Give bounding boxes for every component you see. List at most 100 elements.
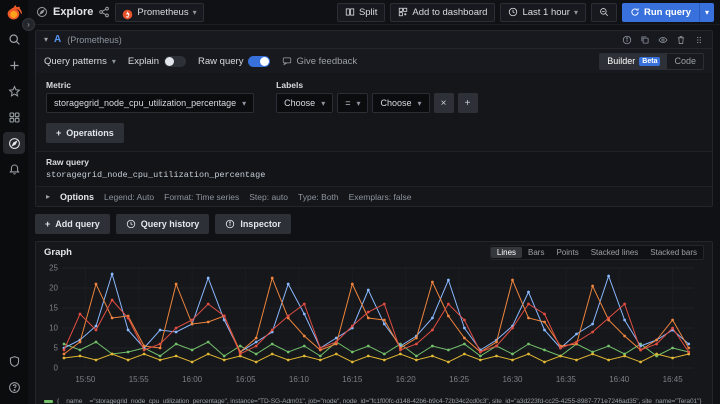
collapse-chevron-icon[interactable]: ▾ [44, 35, 49, 44]
options-legend: Legend: Auto [104, 191, 155, 202]
zoom-out-button[interactable] [591, 2, 617, 22]
admin-shield-icon[interactable] [3, 350, 25, 372]
chevron-down-icon: ▾ [321, 98, 326, 108]
apps-grid-icon[interactable] [3, 106, 25, 128]
split-button[interactable]: Split [336, 2, 386, 22]
prometheus-flame-icon [122, 7, 133, 19]
query-builder: Metric storagegrid_node_cpu_utilization_… [36, 73, 712, 151]
dashboards-star-icon[interactable] [3, 80, 25, 102]
run-query-button[interactable]: Run query ▾ [622, 2, 714, 22]
raw-query-toggle[interactable] [248, 55, 271, 67]
eye-icon[interactable] [658, 35, 668, 45]
datasource-name: Prometheus [137, 6, 189, 18]
svg-text:16:40: 16:40 [609, 375, 630, 384]
chevron-down-icon: ▾ [356, 98, 361, 108]
query-options-row: ▸ Options Legend: Auto Format: Time seri… [36, 186, 712, 206]
svg-text:16:35: 16:35 [556, 375, 577, 384]
info-icon[interactable] [622, 35, 632, 45]
chevron-down-icon: ▾ [417, 98, 422, 108]
svg-text:15:50: 15:50 [75, 375, 96, 384]
run-query-dropdown[interactable]: ▾ [698, 2, 714, 22]
info-icon [226, 219, 235, 229]
trash-icon[interactable] [676, 35, 686, 45]
add-label-button[interactable]: + [457, 93, 478, 113]
query-history-button[interactable]: Query history [115, 214, 210, 234]
mode-lines-button[interactable]: Lines [490, 246, 523, 258]
add-to-dashboard-button[interactable]: Add to dashboard [390, 2, 496, 22]
svg-text:16:15: 16:15 [342, 375, 363, 384]
code-mode-button[interactable]: Code [674, 56, 696, 66]
options-label[interactable]: Options [60, 191, 95, 202]
create-plus-icon[interactable] [3, 54, 25, 76]
label-name-select[interactable]: Choose ▾ [276, 93, 334, 113]
close-icon: × [440, 97, 447, 109]
metric-select[interactable]: storagegrid_node_cpu_utilization_percent… [46, 93, 255, 113]
clock-icon [509, 7, 518, 17]
svg-text:5: 5 [54, 344, 59, 353]
chevron-down-icon: ▾ [192, 7, 197, 17]
label-value-select[interactable]: Choose ▾ [372, 93, 430, 113]
options-step: Step: auto [249, 191, 288, 202]
query-ref-id[interactable]: A [54, 34, 62, 45]
explain-label: Explain [127, 55, 160, 67]
share-icon[interactable] [98, 6, 110, 18]
refresh-icon [631, 8, 639, 16]
mode-points-button[interactable]: Points [556, 247, 579, 257]
svg-text:25: 25 [49, 264, 58, 273]
remove-label-button[interactable]: × [433, 93, 454, 113]
chevron-down-icon: ▾ [573, 7, 578, 17]
datasource-picker[interactable]: Prometheus ▾ [115, 2, 204, 22]
explore-title-compass-icon [36, 6, 48, 18]
svg-text:16:20: 16:20 [396, 375, 417, 384]
main-area: Explore Prometheus ▾ Split [28, 0, 720, 404]
svg-text:16:00: 16:00 [182, 375, 203, 384]
time-series-chart[interactable]: 0 5 10 15 20 25 15:50 15:55 16:00 16:05 16:10 16:15… [36, 262, 712, 394]
give-feedback-link[interactable]: Give feedback [282, 56, 357, 67]
svg-text:0: 0 [54, 364, 59, 373]
split-icon [345, 8, 355, 16]
add-panel-icon [399, 7, 408, 17]
options-format: Format: Time series [164, 191, 240, 202]
add-query-button[interactable]: + Add query [35, 214, 110, 234]
raw-query-label: Raw query [46, 157, 89, 167]
label-operator-select[interactable]: = ▾ [337, 93, 369, 113]
query-toolbar: Query patterns ▾ Explain Raw query Give … [36, 49, 712, 73]
mode-bars-button[interactable]: Bars [528, 247, 545, 257]
query-editor-card: ▾ A (Prometheus) Query patterns ▾ [35, 30, 713, 207]
svg-text:16:05: 16:05 [236, 375, 257, 384]
sidebar-expand-button[interactable]: › [22, 18, 35, 31]
graph-legend: {__name__="storagegrid_node_cpu_utilizat… [36, 394, 712, 404]
plus-icon: + [56, 128, 62, 138]
plus-icon: + [45, 219, 51, 229]
query-row-header: ▾ A (Prometheus) [36, 31, 712, 49]
svg-text:16:25: 16:25 [449, 375, 470, 384]
options-type: Type: Both [298, 191, 339, 202]
svg-text:16:30: 16:30 [502, 375, 523, 384]
svg-text:20: 20 [49, 284, 58, 293]
explore-compass-icon[interactable] [3, 132, 25, 154]
drag-handle-icon[interactable] [694, 35, 704, 45]
copy-icon[interactable] [640, 35, 650, 45]
grafana-logo-icon[interactable] [4, 4, 24, 24]
metric-field: Metric storagegrid_node_cpu_utilization_… [46, 80, 255, 113]
mode-stacked-bars-button[interactable]: Stacked bars [650, 247, 697, 257]
options-expand-chevron-icon[interactable]: ▸ [46, 192, 51, 201]
alerting-bell-icon[interactable] [3, 158, 25, 180]
time-range-picker[interactable]: Last 1 hour ▾ [500, 2, 586, 22]
query-patterns-select[interactable]: Query patterns ▾ [44, 55, 116, 67]
svg-text:10: 10 [49, 324, 58, 333]
explain-toggle[interactable] [164, 55, 187, 67]
query-datasource-hint: (Prometheus) [67, 34, 122, 45]
editor-mode-toggle: Builder Beta Code [599, 52, 704, 70]
page-title: Explore [53, 6, 94, 18]
builder-mode-button[interactable]: Builder Beta [600, 53, 668, 69]
operations-button[interactable]: + Operations [46, 123, 124, 143]
inspector-button[interactable]: Inspector [215, 214, 291, 234]
search-icon[interactable] [3, 28, 25, 50]
metric-label: Metric [46, 80, 72, 90]
svg-text:15:55: 15:55 [129, 375, 150, 384]
explore-actions: + Add query Query history Inspector [35, 214, 713, 234]
legend-item[interactable]: {__name__="storagegrid_node_cpu_utilizat… [44, 396, 704, 404]
mode-stacked-lines-button[interactable]: Stacked lines [590, 247, 639, 257]
help-icon[interactable] [3, 376, 25, 398]
